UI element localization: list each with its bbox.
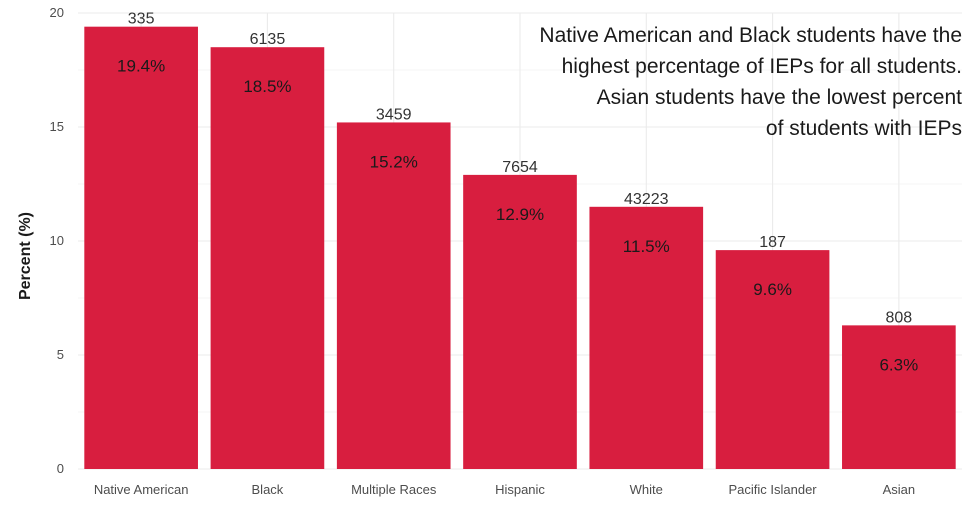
bar: [842, 325, 956, 469]
count-label: 6135: [250, 31, 286, 48]
percent-label: 12.9%: [496, 205, 544, 224]
annotation: Native American and Black students have …: [539, 24, 962, 140]
bar: [715, 250, 830, 469]
bar: [84, 26, 198, 470]
annotation-line: of students with IEPs: [766, 117, 962, 140]
count-labels: 335 6135 3459 7654 43223 187 808: [128, 11, 913, 327]
bar: [210, 47, 325, 469]
y-tick-label: 5: [57, 347, 64, 362]
percent-label: 15.2%: [370, 152, 418, 171]
x-tick-label: Native American: [94, 482, 189, 497]
x-tick-label: White: [630, 482, 663, 497]
y-tick-label: 0: [57, 461, 64, 476]
percent-labels: 19.4% 18.5% 15.2% 12.9% 11.5% 9.6% 6.3%: [117, 57, 918, 375]
x-tick-label: Hispanic: [495, 482, 545, 497]
count-label: 3459: [376, 106, 412, 123]
x-tick-label: Multiple Races: [351, 482, 437, 497]
annotation-line: highest percentage of IEPs for all stude…: [562, 55, 962, 78]
y-tick-label: 10: [50, 233, 64, 248]
count-label: 808: [886, 309, 913, 326]
x-tick-label: Black: [252, 482, 284, 497]
percent-label: 9.6%: [753, 280, 792, 299]
y-tick-label: 15: [50, 119, 64, 134]
percent-label: 11.5%: [623, 237, 670, 256]
y-axis-title: Percent (%): [17, 212, 34, 300]
percent-label: 6.3%: [879, 355, 918, 374]
count-label: 43223: [624, 191, 669, 208]
count-label: 335: [128, 11, 155, 28]
y-axis-ticks: 0 5 10 15 20: [50, 5, 64, 476]
x-tick-label: Asian: [883, 482, 916, 497]
count-label: 7654: [502, 159, 538, 176]
bar: [589, 206, 704, 470]
x-tick-label: Pacific Islander: [728, 482, 817, 497]
percent-label: 18.5%: [243, 77, 291, 96]
y-tick-label: 20: [50, 5, 64, 20]
x-axis-ticks: Native American Black Multiple Races Hispan…: [94, 482, 915, 497]
annotation-line: Native American and Black students have …: [539, 24, 962, 47]
bar: [463, 174, 577, 469]
bars: [84, 26, 956, 470]
count-label: 187: [759, 234, 786, 251]
percent-label: 19.4%: [117, 57, 165, 76]
bar: [336, 122, 451, 469]
annotation-line: Asian students have the lowest percent: [597, 86, 963, 109]
